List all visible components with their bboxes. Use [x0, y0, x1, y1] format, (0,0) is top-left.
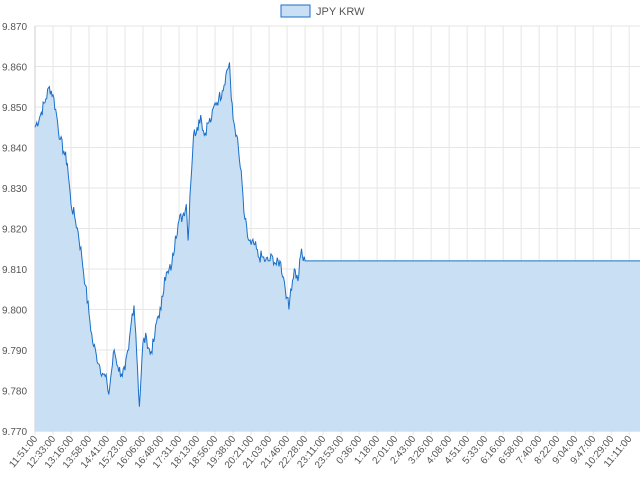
- legend[interactable]: JPY KRW: [280, 4, 365, 18]
- legend-swatch: [280, 4, 311, 18]
- plot-area: [34, 62, 640, 432]
- y-tick-label: 9.800: [2, 306, 27, 317]
- y-tick-label: 9.860: [2, 63, 27, 74]
- series-line: [34, 62, 640, 407]
- y-tick-label: 9.780: [2, 387, 27, 398]
- y-tick-label: 9.830: [2, 184, 27, 195]
- y-tick-label: 9.770: [2, 427, 27, 438]
- y-tick-label: 9.810: [2, 265, 27, 276]
- y-tick-label: 9.850: [2, 103, 27, 114]
- y-axis-ticks: 9.770 9.780 9.790 9.800 9.810 9.820 9.830 9.840…: [2, 22, 27, 438]
- y-tick-label: 9.840: [2, 144, 27, 155]
- y-tick-label: 9.870: [2, 22, 27, 33]
- y-tick-label: 9.790: [2, 346, 27, 357]
- x-axis-ticks: 11:51:0012:33:0013:16:0013:58:0014:41:00…: [7, 434, 634, 471]
- series-area: [35, 62, 640, 432]
- legend-label: JPY KRW: [316, 6, 365, 18]
- y-tick-label: 9.820: [2, 225, 27, 236]
